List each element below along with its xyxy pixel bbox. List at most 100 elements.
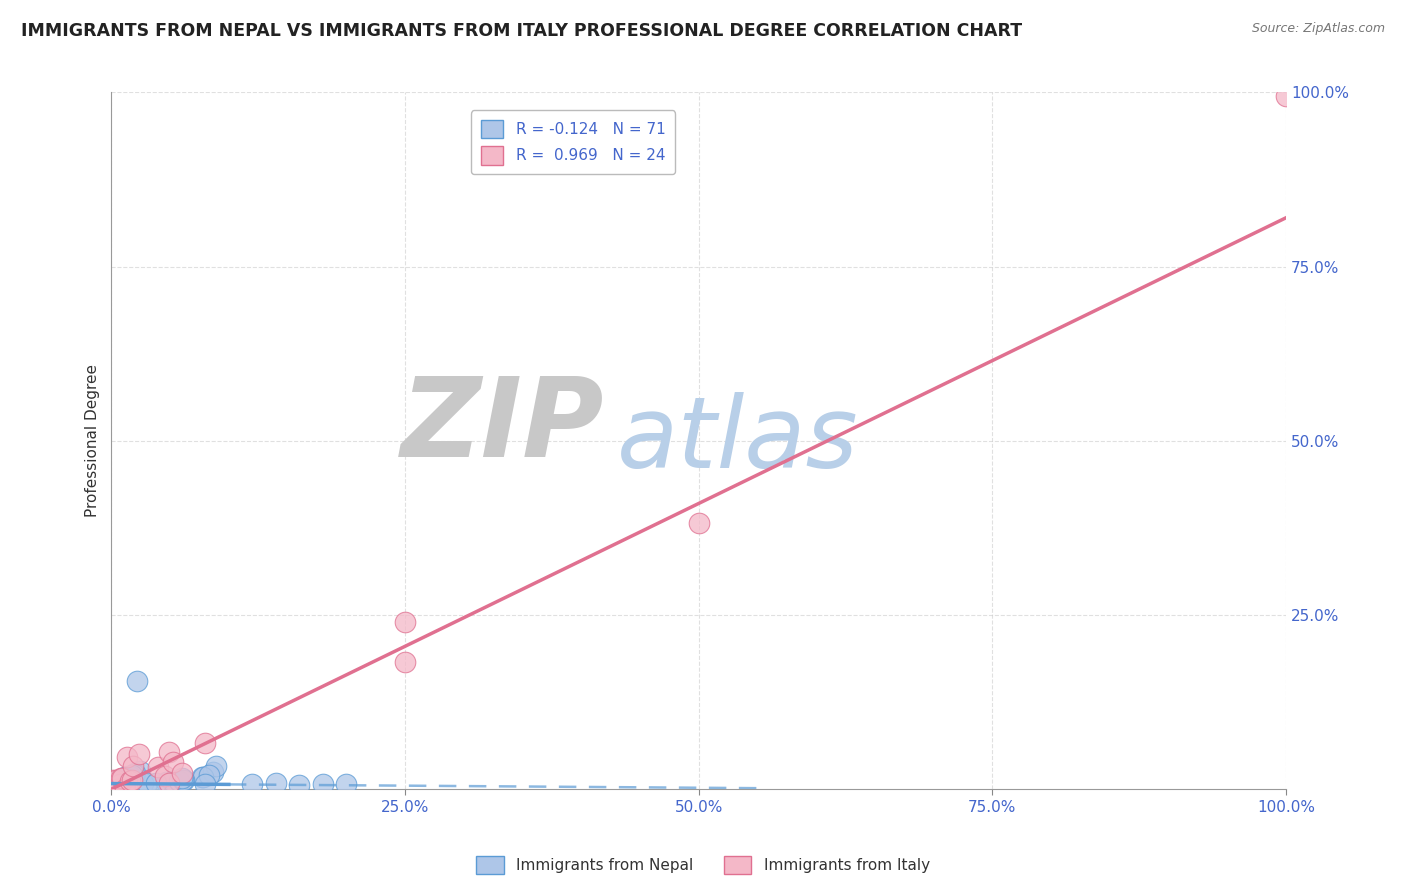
Point (148, 759, 170, 773)
Point (136, 776, 159, 790)
Point (103, 775, 125, 789)
Point (394, 615, 416, 629)
Point (104, 775, 127, 789)
Point (107, 773, 129, 788)
Point (107, 773, 129, 788)
Point (198, 767, 221, 781)
Point (110, 772, 132, 787)
Point (112, 772, 135, 786)
Point (156, 775, 179, 789)
Point (1275, 88, 1298, 103)
Point (145, 775, 167, 789)
Point (101, 776, 124, 790)
Point (107, 773, 129, 788)
Point (162, 755, 184, 769)
Point (108, 773, 131, 788)
Point (335, 776, 357, 790)
Point (128, 747, 150, 762)
Point (100, 782, 122, 797)
Point (162, 774, 184, 789)
Point (112, 772, 135, 786)
Point (194, 736, 217, 750)
Point (104, 775, 127, 789)
Point (157, 775, 180, 789)
Point (167, 773, 190, 788)
Point (101, 776, 124, 790)
Point (118, 768, 141, 782)
Point (111, 772, 134, 786)
Point (205, 759, 228, 773)
Point (191, 770, 214, 784)
Point (105, 774, 128, 789)
Point (117, 750, 139, 764)
Point (127, 674, 149, 689)
Point (104, 775, 127, 789)
Point (100, 776, 122, 790)
Point (105, 774, 128, 789)
Point (240, 777, 263, 791)
Point (157, 746, 180, 760)
Legend: Immigrants from Nepal, Immigrants from Italy: Immigrants from Nepal, Immigrants from I… (470, 850, 936, 880)
Point (172, 773, 194, 788)
Point (104, 774, 127, 789)
Text: ZIP: ZIP (401, 374, 605, 480)
Point (108, 772, 131, 787)
Point (117, 770, 139, 784)
Text: IMMIGRANTS FROM NEPAL VS IMMIGRANTS FROM ITALY PROFESSIONAL DEGREE CORRELATION C: IMMIGRANTS FROM NEPAL VS IMMIGRANTS FROM… (21, 22, 1022, 40)
Point (131, 776, 153, 790)
Point (312, 776, 335, 790)
Point (110, 772, 132, 787)
Point (103, 775, 125, 789)
Point (121, 773, 143, 788)
Point (117, 769, 139, 783)
Point (114, 782, 136, 797)
Point (288, 778, 311, 792)
Point (101, 776, 124, 790)
Point (101, 776, 124, 790)
Point (122, 766, 145, 780)
Point (107, 773, 129, 788)
Point (110, 772, 132, 787)
Point (194, 777, 217, 791)
Point (104, 774, 127, 789)
Y-axis label: Professional Degree: Professional Degree (86, 364, 100, 517)
Point (114, 771, 136, 785)
Point (115, 770, 138, 784)
Point (115, 770, 138, 784)
Point (107, 773, 129, 788)
Point (118, 774, 141, 789)
Point (155, 769, 177, 783)
Point (101, 776, 124, 790)
Point (101, 776, 124, 790)
Text: atlas: atlas (616, 392, 858, 489)
Point (110, 771, 132, 785)
Point (104, 775, 127, 789)
Point (121, 768, 143, 782)
Text: Source: ZipAtlas.com: Source: ZipAtlas.com (1251, 22, 1385, 36)
Point (170, 766, 193, 780)
Point (107, 782, 129, 797)
Legend: R = -0.124   N = 71, R =  0.969   N = 24: R = -0.124 N = 71, R = 0.969 N = 24 (471, 111, 675, 174)
Point (103, 772, 125, 787)
Point (104, 775, 127, 789)
Point (170, 771, 193, 785)
Point (104, 773, 127, 788)
Point (114, 771, 136, 785)
Point (124, 766, 146, 780)
Point (394, 655, 416, 669)
Point (264, 776, 287, 790)
Point (155, 775, 177, 789)
Point (129, 764, 152, 778)
Point (110, 772, 132, 787)
Point (688, 516, 710, 530)
Point (101, 776, 124, 790)
Point (112, 771, 135, 785)
Point (201, 765, 224, 780)
Point (111, 771, 134, 785)
Point (173, 773, 195, 788)
Point (100, 776, 122, 790)
Point (111, 772, 134, 786)
Point (108, 777, 131, 791)
Point (191, 770, 214, 784)
Point (114, 771, 136, 785)
